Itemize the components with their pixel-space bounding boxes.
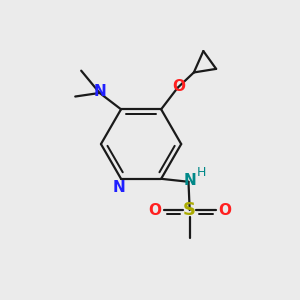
Text: N: N [93,84,106,99]
Text: H: H [196,166,206,179]
Text: O: O [148,202,161,217]
Text: S: S [183,201,196,219]
Text: N: N [183,173,196,188]
Text: O: O [218,202,231,217]
Text: N: N [112,180,125,195]
Text: O: O [172,79,185,94]
